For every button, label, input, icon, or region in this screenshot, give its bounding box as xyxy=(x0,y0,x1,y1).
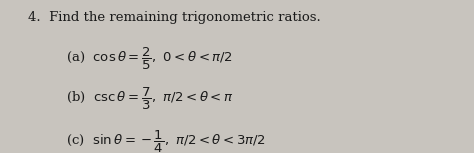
Text: 4.  Find the remaining trigonometric ratios.: 4. Find the remaining trigonometric rati… xyxy=(28,11,321,24)
Text: (c)  $\sin\theta = -\dfrac{1}{4},\ \pi/2 < \theta < 3\pi/2$: (c) $\sin\theta = -\dfrac{1}{4},\ \pi/2 … xyxy=(66,129,266,153)
Text: (a)  $\cos\theta = \dfrac{2}{5},\ 0 < \theta < \pi/2$: (a) $\cos\theta = \dfrac{2}{5},\ 0 < \th… xyxy=(66,46,233,72)
Text: (b)  $\csc\theta = \dfrac{7}{3},\ \pi/2 < \theta < \pi$: (b) $\csc\theta = \dfrac{7}{3},\ \pi/2 <… xyxy=(66,86,234,112)
